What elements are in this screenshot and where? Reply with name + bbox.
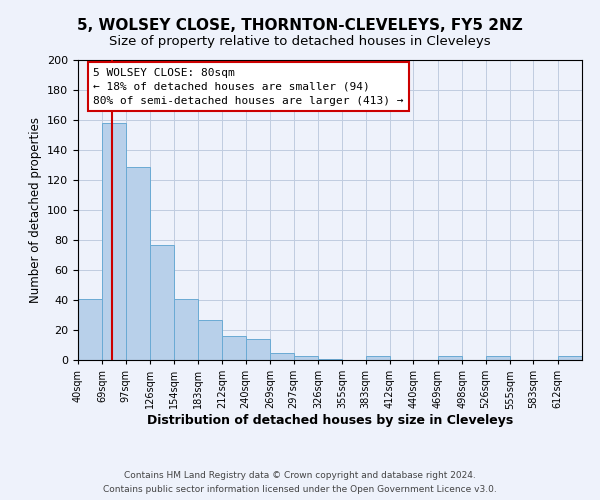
Bar [103, 123, 126, 360]
Text: Contains HM Land Registry data © Crown copyright and database right 2024.
Contai: Contains HM Land Registry data © Crown c… [103, 472, 497, 494]
Bar [365, 356, 390, 360]
Text: 5 WOLSEY CLOSE: 80sqm
← 18% of detached houses are smaller (94)
80% of semi-deta: 5 WOLSEY CLOSE: 80sqm ← 18% of detached … [93, 68, 404, 106]
Bar [318, 358, 342, 360]
Bar [485, 356, 510, 360]
Bar [126, 166, 150, 360]
Y-axis label: Number of detached properties: Number of detached properties [29, 117, 41, 303]
Bar [78, 298, 103, 360]
Bar [438, 356, 462, 360]
Bar [198, 320, 222, 360]
Bar [173, 298, 198, 360]
Bar [150, 244, 173, 360]
Bar [222, 336, 246, 360]
Text: 5, WOLSEY CLOSE, THORNTON-CLEVELEYS, FY5 2NZ: 5, WOLSEY CLOSE, THORNTON-CLEVELEYS, FY5… [77, 18, 523, 32]
X-axis label: Distribution of detached houses by size in Cleveleys: Distribution of detached houses by size … [147, 414, 513, 427]
Bar [557, 356, 582, 360]
Bar [270, 352, 293, 360]
Bar [246, 339, 270, 360]
Bar [293, 356, 318, 360]
Text: Size of property relative to detached houses in Cleveleys: Size of property relative to detached ho… [109, 35, 491, 48]
